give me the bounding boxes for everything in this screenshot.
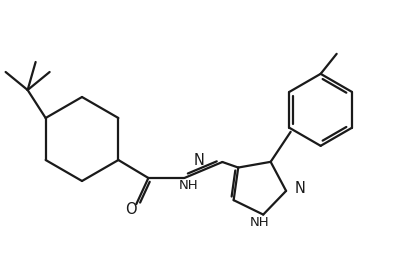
Text: NH: NH [250,216,269,229]
Text: N: N [194,153,205,168]
Text: N: N [295,181,306,196]
Text: O: O [125,202,137,217]
Text: NH: NH [178,178,198,191]
